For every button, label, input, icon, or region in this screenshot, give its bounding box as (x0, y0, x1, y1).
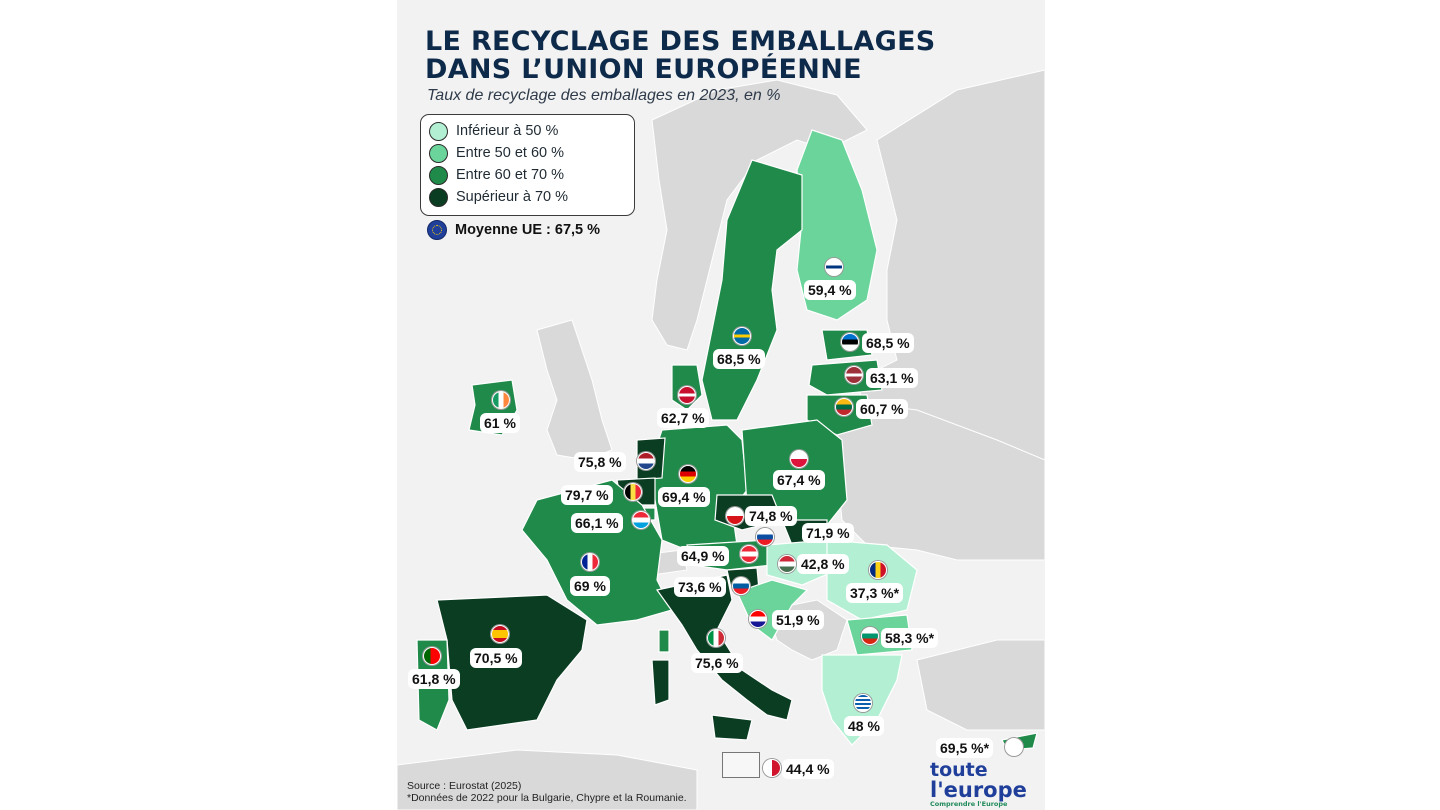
sardinia-shape (651, 659, 670, 706)
label-italie: 75,6 % (691, 653, 743, 673)
label-lituanie: 60,7 % (856, 399, 908, 419)
uk-land (536, 319, 613, 461)
romania-shape (826, 539, 918, 621)
bg-flag-icon (861, 627, 879, 645)
logo-line-2: l'europe (930, 778, 1027, 802)
legend-label: Entre 60 et 70 % (456, 167, 565, 183)
nl-flag-icon (637, 452, 655, 470)
label-lettonie: 63,1 % (866, 368, 918, 388)
logo-line-1: toute (930, 759, 988, 781)
label-pologne: 67,4 % (773, 470, 825, 490)
legend-swatch (429, 165, 448, 185)
label-allemagne: 69,4 % (658, 487, 710, 507)
ee-flag-icon (841, 333, 859, 351)
norway-land (651, 79, 868, 351)
legend-label: Inférieur à 50 % (456, 123, 559, 139)
label-france: 69 % (570, 576, 610, 596)
legend-item: Entre 60 et 70 % (429, 165, 564, 185)
turkey-land (916, 639, 1045, 731)
label-bulgarie: 58,3 %* (881, 628, 939, 648)
legend-swatch (429, 187, 448, 207)
label-hongrie: 42,8 % (797, 554, 849, 574)
sicily-shape (711, 714, 753, 741)
label-chypre: 69,5 %* (936, 738, 994, 758)
label-slovaquie: 71,9 % (802, 523, 854, 543)
corsica-shape (658, 629, 670, 653)
lu-flag-icon (632, 511, 650, 529)
label-danemark: 62,7 % (657, 408, 709, 428)
gr-flag-icon (854, 694, 872, 712)
africa-land (397, 749, 698, 810)
es-flag-icon (491, 625, 509, 643)
legend: Inférieur à 50 % Entre 50 et 60 % Entre … (420, 114, 635, 216)
label-pays-bas: 75,8 % (574, 452, 626, 472)
source-note: Source : Eurostat (2025) *Données de 202… (407, 780, 687, 804)
legend-label: Entre 50 et 60 % (456, 145, 565, 161)
at-flag-icon (740, 545, 758, 563)
label-finlande: 59,4 % (804, 280, 856, 300)
legend-item: Entre 50 et 60 % (429, 143, 564, 163)
label-roumanie: 37,3 %* (846, 583, 904, 603)
label-suede: 68,5 % (713, 349, 765, 369)
malta-inset (722, 752, 760, 778)
label-slovenie: 73,6 % (674, 577, 726, 597)
label-irlande: 61 % (480, 413, 520, 433)
se-flag-icon (733, 327, 751, 345)
eu-average: Moyenne UE : 67,5 % (427, 220, 600, 240)
de-flag-icon (679, 465, 697, 483)
dk-flag-icon (678, 386, 696, 404)
lv-flag-icon (845, 366, 863, 384)
pl-flag-icon (790, 450, 808, 468)
label-croatie: 51,9 % (772, 610, 824, 630)
toute-leurope-logo: toute l'europe Comprendre l'Europe (930, 760, 1027, 808)
title-line-1: LE RECYCLAGE DES EMBALLAGES (425, 26, 936, 57)
legend-swatch (429, 121, 448, 141)
hr-flag-icon (749, 610, 767, 628)
fi-flag-icon (825, 258, 843, 276)
label-luxembourg: 66,1 % (571, 513, 623, 533)
legend-swatch (429, 143, 448, 163)
logo-tagline: Comprendre l'Europe (930, 800, 1008, 808)
label-grece: 48 % (844, 716, 884, 736)
subtitle: Taux de recyclage des emballages en 2023… (427, 87, 781, 104)
title-line-2: DANS L’UNION EUROPÉENNE (425, 54, 862, 85)
eu-average-label: Moyenne UE : 67,5 % (455, 222, 601, 238)
label-espagne: 70,5 % (470, 648, 522, 668)
label-estonie: 68,5 % (862, 333, 914, 353)
label-portugal: 61,8 % (408, 669, 460, 689)
ie-flag-icon (492, 391, 510, 409)
legend-label: Supérieur à 70 % (456, 189, 569, 205)
mt-flag-icon (763, 759, 781, 777)
source-line: Source : Eurostat (2025) (407, 780, 522, 792)
eu-flag-icon (427, 220, 447, 240)
label-malte: 44,4 % (782, 759, 834, 779)
legend-item: Inférieur à 50 % (429, 121, 558, 141)
si-flag-icon (732, 577, 750, 595)
footnote-line: *Données de 2022 pour la Bulgarie, Chypr… (407, 792, 687, 804)
fr-flag-icon (581, 553, 599, 571)
lt-flag-icon (835, 398, 853, 416)
cz-flag-icon (726, 507, 744, 525)
hu-flag-icon (778, 555, 796, 573)
infographic-card: LE RECYCLAGE DES EMBALLAGES DANS L’UNION… (397, 0, 1045, 810)
label-belgique: 79,7 % (561, 485, 613, 505)
cy-flag-icon (1005, 738, 1023, 756)
legend-item: Supérieur à 70 % (429, 187, 568, 207)
be-flag-icon (624, 483, 642, 501)
label-autriche: 64,9 % (677, 546, 729, 566)
pt-flag-icon (423, 647, 441, 665)
label-tchequie: 74,8 % (745, 506, 797, 526)
ro-flag-icon (869, 561, 887, 579)
it-flag-icon (707, 629, 725, 647)
sk-flag-icon (756, 528, 774, 546)
